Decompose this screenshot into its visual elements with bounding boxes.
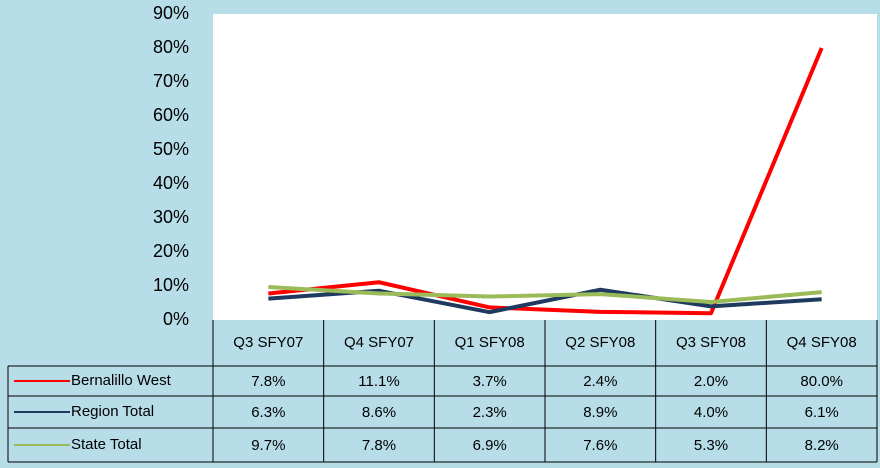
table-value: 3.7% (473, 373, 507, 390)
table-value: 7.8% (251, 373, 285, 390)
legend-label: Region Total (71, 403, 154, 420)
y-tick-label: 60% (153, 105, 189, 125)
legend-label: Bernalillo West (71, 372, 172, 389)
table-value: 2.3% (473, 404, 507, 421)
table-value: 8.9% (583, 404, 617, 421)
table-value: 8.6% (362, 404, 396, 421)
table-value: 5.3% (694, 437, 728, 454)
y-tick-label: 50% (153, 139, 189, 159)
plot-area (213, 14, 877, 320)
series-line (268, 285, 822, 304)
table-value: 6.9% (473, 437, 507, 454)
x-tick-label: Q4 SFY08 (787, 334, 857, 351)
table-value: 8.2% (805, 437, 839, 454)
y-tick-label: 80% (153, 37, 189, 57)
x-tick-label: Q1 SFY08 (455, 334, 525, 351)
x-tick-label: Q3 SFY08 (676, 334, 746, 351)
table-value: 11.1% (358, 373, 399, 390)
series-line (268, 47, 824, 316)
table-value: 80.0% (800, 373, 843, 390)
y-tick-label: 90% (153, 3, 189, 23)
y-tick-label: 70% (153, 71, 189, 91)
table-value: 6.3% (251, 404, 285, 421)
y-tick-label: 40% (153, 173, 189, 193)
y-tick-label: 30% (153, 207, 189, 227)
x-tick-label: Q4 SFY07 (344, 334, 414, 351)
legend-label: State Total (71, 436, 142, 453)
table-value: 2.0% (694, 373, 728, 390)
x-tick-label: Q3 SFY07 (233, 334, 303, 351)
y-tick-label: 20% (153, 241, 189, 261)
table-value: 9.7% (251, 437, 285, 454)
table-value: 4.0% (694, 404, 728, 421)
y-tick-label: 0% (163, 309, 189, 329)
table-value: 2.4% (583, 373, 617, 390)
x-tick-label: Q2 SFY08 (565, 334, 635, 351)
table-value: 7.6% (583, 437, 617, 454)
y-tick-label: 10% (153, 275, 189, 295)
table-value: 7.8% (362, 437, 396, 454)
table-value: 6.1% (805, 404, 839, 421)
